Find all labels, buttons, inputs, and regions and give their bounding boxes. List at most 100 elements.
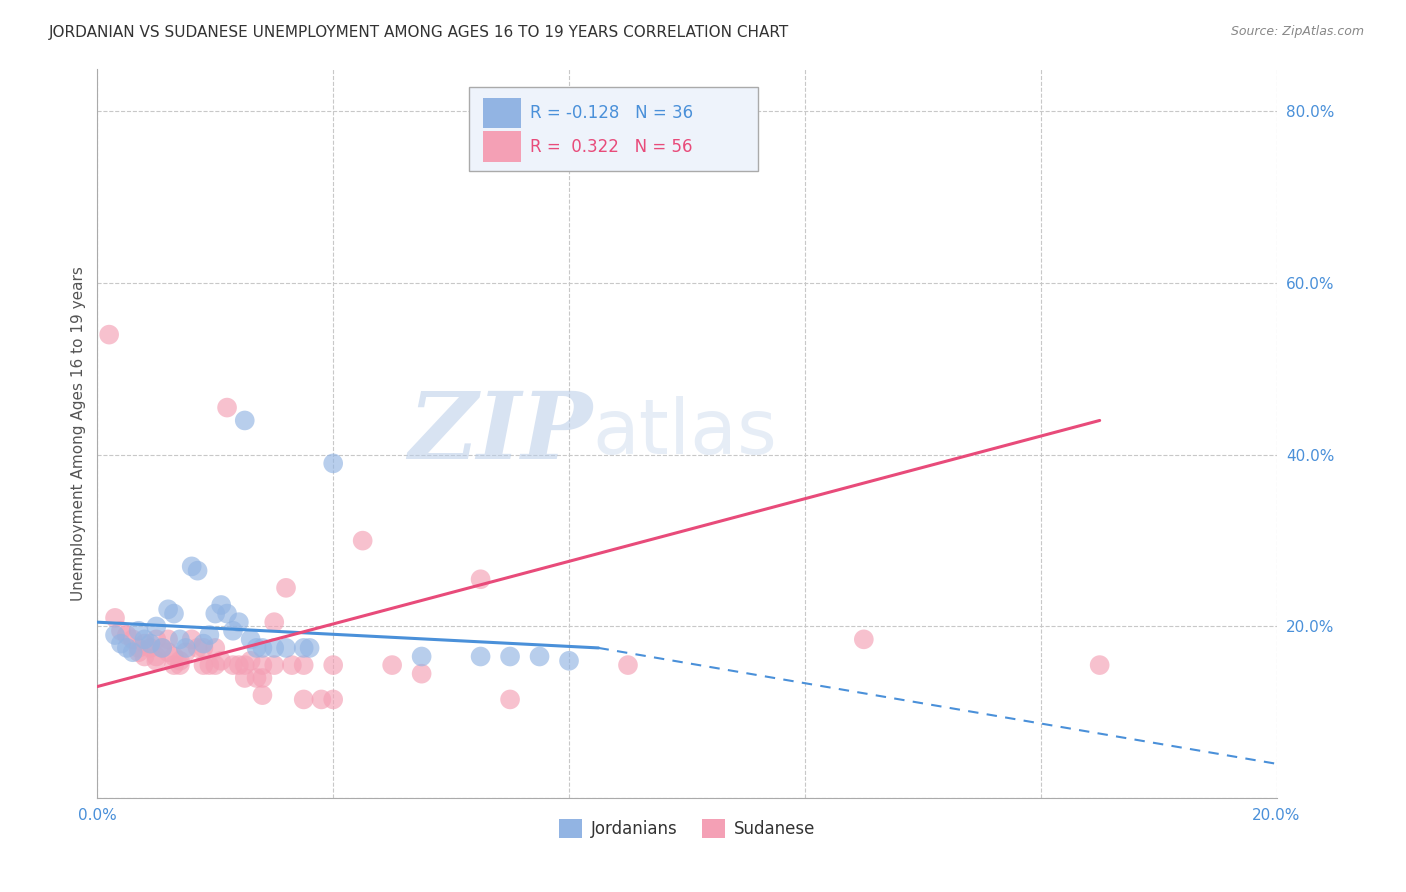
Point <box>174 645 197 659</box>
Text: ZIP: ZIP <box>408 388 592 478</box>
Point <box>281 658 304 673</box>
Point <box>145 619 167 633</box>
Point <box>187 564 209 578</box>
Point <box>150 640 173 655</box>
Point <box>1088 658 1111 673</box>
Point <box>352 533 374 548</box>
Point <box>322 692 344 706</box>
Point <box>115 628 138 642</box>
Point <box>145 649 167 664</box>
FancyBboxPatch shape <box>482 131 520 162</box>
Point <box>228 658 250 673</box>
Point <box>252 671 274 685</box>
Point <box>180 632 202 647</box>
Point <box>128 624 150 638</box>
Point <box>104 611 127 625</box>
Point <box>104 628 127 642</box>
Point <box>292 658 315 673</box>
Point <box>169 658 191 673</box>
Point <box>145 632 167 647</box>
Point <box>263 615 285 630</box>
Point <box>222 624 245 638</box>
Point <box>204 640 226 655</box>
Point <box>470 572 492 586</box>
Point <box>222 658 245 673</box>
Point <box>163 607 186 621</box>
Point <box>209 598 232 612</box>
Point <box>252 688 274 702</box>
Point <box>115 640 138 655</box>
Point <box>252 640 274 655</box>
Point <box>274 640 297 655</box>
Point <box>292 640 315 655</box>
FancyBboxPatch shape <box>468 87 758 170</box>
Point <box>233 413 256 427</box>
Point <box>110 637 132 651</box>
Point <box>139 637 162 651</box>
Text: R =  0.322   N = 56: R = 0.322 N = 56 <box>530 137 693 155</box>
Point <box>263 640 285 655</box>
Legend: Jordanians, Sudanese: Jordanians, Sudanese <box>553 812 823 845</box>
Point <box>311 692 333 706</box>
Point <box>193 640 215 655</box>
Point <box>145 654 167 668</box>
Point <box>298 640 321 655</box>
Point <box>150 640 173 655</box>
Point <box>499 692 522 706</box>
Point <box>228 615 250 630</box>
Point <box>274 581 297 595</box>
Point <box>239 632 262 647</box>
Point <box>204 607 226 621</box>
Point <box>157 645 180 659</box>
Point <box>411 666 433 681</box>
Point <box>121 632 143 647</box>
Point <box>157 602 180 616</box>
Text: R = -0.128   N = 36: R = -0.128 N = 36 <box>530 104 693 122</box>
Point <box>128 645 150 659</box>
Point <box>198 628 221 642</box>
Point <box>617 658 640 673</box>
Point <box>470 649 492 664</box>
Point <box>499 649 522 664</box>
Point <box>98 327 121 342</box>
Y-axis label: Unemployment Among Ages 16 to 19 years: Unemployment Among Ages 16 to 19 years <box>72 266 86 601</box>
Point <box>245 671 267 685</box>
Point <box>121 645 143 659</box>
Point <box>163 658 186 673</box>
Point <box>157 632 180 647</box>
Point <box>263 658 285 673</box>
Point <box>233 671 256 685</box>
Point <box>163 649 186 664</box>
Point <box>169 654 191 668</box>
Point <box>139 640 162 655</box>
Point <box>322 658 344 673</box>
Point <box>209 654 232 668</box>
Point <box>134 637 156 651</box>
Point <box>529 649 551 664</box>
Point <box>134 649 156 664</box>
Point <box>252 658 274 673</box>
Point <box>169 632 191 647</box>
Point <box>558 654 581 668</box>
Text: atlas: atlas <box>592 396 778 470</box>
Point <box>215 607 238 621</box>
Point <box>233 658 256 673</box>
Point <box>174 640 197 655</box>
Point <box>180 559 202 574</box>
Text: Source: ZipAtlas.com: Source: ZipAtlas.com <box>1230 25 1364 38</box>
Point <box>322 456 344 470</box>
Point <box>381 658 404 673</box>
Point <box>215 401 238 415</box>
Point <box>292 692 315 706</box>
Point <box>411 649 433 664</box>
Point <box>128 640 150 655</box>
Point <box>239 654 262 668</box>
Point <box>204 658 226 673</box>
Point <box>245 640 267 655</box>
Point <box>198 658 221 673</box>
Point <box>110 624 132 638</box>
FancyBboxPatch shape <box>482 98 520 128</box>
Point <box>187 640 209 655</box>
Point <box>193 637 215 651</box>
Point <box>134 632 156 647</box>
